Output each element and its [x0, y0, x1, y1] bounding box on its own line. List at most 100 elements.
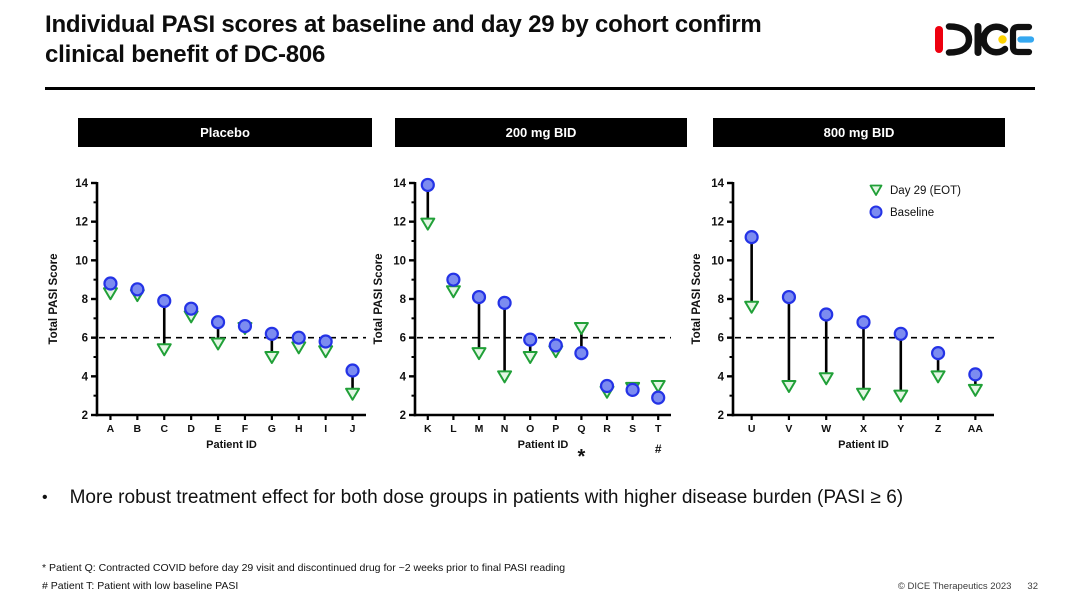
- data-points: [420, 177, 666, 405]
- point-day29-O: [522, 351, 538, 364]
- title-divider: [45, 87, 1035, 90]
- point-baseline-Y: [893, 326, 908, 341]
- y-tick-label: 6: [400, 333, 406, 345]
- y-tick-label: 6: [82, 333, 88, 345]
- y-tick-label: 10: [75, 255, 88, 267]
- x-tick-label: P: [552, 423, 559, 435]
- legend-day29-icon: [869, 184, 883, 196]
- point-day29-T: [650, 380, 666, 393]
- legend-day29-label: Day 29 (EOT): [890, 185, 961, 197]
- x-tick-label: K: [424, 423, 432, 435]
- point-day29-L: [445, 285, 461, 299]
- x-tick-label: D: [187, 423, 195, 435]
- y-tick-label: 12: [393, 217, 406, 229]
- dice-logo: [935, 23, 1035, 56]
- x-tick-label: N: [501, 423, 509, 435]
- point-baseline-I: [318, 334, 333, 349]
- y-axis-title: Total PASI Score: [691, 254, 703, 345]
- legend: Day 29 (EOT) Baseline: [869, 184, 961, 219]
- point-baseline-G: [264, 326, 279, 341]
- point-day29-W: [818, 372, 834, 386]
- chart-200mg: 2 4 6 8 10 12 14 K L M N O P Q * R S T # Patient ID Total PA…: [373, 177, 671, 460]
- point-day29-Y: [893, 389, 909, 403]
- point-baseline-L: [446, 272, 461, 287]
- x-tick-label: I: [324, 423, 327, 435]
- point-day29-N: [497, 370, 513, 384]
- point-baseline-H: [291, 330, 306, 345]
- axes: 2 4 6 8 10 12 14 A B C D E F G H I J: [75, 178, 366, 435]
- x-axis-title: Patient ID: [838, 439, 889, 451]
- point-baseline-X: [856, 315, 871, 330]
- point-baseline-C: [157, 293, 172, 309]
- x-tick-label: J: [350, 423, 356, 435]
- point-baseline-W: [819, 307, 834, 322]
- x-tick-label: V: [785, 423, 792, 435]
- point-baseline-D: [184, 301, 199, 316]
- y-tick-label: 2: [718, 410, 724, 422]
- bullet-text: More robust treatment effect for both do…: [69, 487, 904, 508]
- x-tick-label: B: [134, 423, 142, 435]
- y-axis-title: Total PASI Score: [373, 254, 385, 345]
- point-day29-U: [744, 300, 760, 314]
- point-baseline-E: [210, 315, 226, 330]
- point-day29-Q: [573, 322, 589, 335]
- page-number: 32: [1027, 581, 1038, 592]
- point-baseline-R: [599, 378, 615, 394]
- y-tick-label: 6: [718, 333, 724, 345]
- x-axis-title: Patient ID: [206, 439, 257, 451]
- x-tick-label: O: [526, 423, 534, 435]
- x-tick-label: AA: [968, 423, 984, 435]
- x-tick-label: L: [450, 423, 457, 435]
- footmark-Q: *: [578, 446, 586, 460]
- chart-800mg: 2 4 6 8 10 12 14 U V W X Y Z AA Patient ID Total PASI S…: [691, 178, 994, 451]
- axes: 2 4 6 8 10 12 14 K L M N O P Q * R S T #: [393, 178, 671, 460]
- data-points: [744, 230, 983, 403]
- point-baseline-J: [345, 363, 360, 378]
- point-day29-J: [345, 387, 361, 401]
- slide-footer: © DICE Therapeutics 2023 32: [898, 581, 1038, 592]
- x-axis-title: Patient ID: [518, 439, 569, 451]
- point-day29-AA: [967, 383, 983, 397]
- panel-header-placebo: Placebo: [78, 118, 372, 147]
- key-takeaway: • More robust treatment effect for both …: [42, 486, 1042, 510]
- x-tick-label: H: [295, 423, 303, 435]
- x-tick-label: C: [160, 423, 168, 435]
- point-day29-G: [264, 351, 280, 364]
- point-baseline-Z: [930, 346, 946, 361]
- point-day29-K: [420, 217, 436, 231]
- point-baseline-N: [497, 295, 512, 310]
- y-tick-label: 2: [400, 410, 406, 422]
- x-tick-label: Y: [897, 423, 904, 435]
- point-baseline-Q: [574, 346, 589, 361]
- x-tick-label: R: [603, 423, 611, 435]
- y-tick-label: 8: [718, 294, 725, 306]
- y-tick-label: 4: [82, 371, 89, 383]
- point-baseline-B: [130, 282, 145, 297]
- point-baseline-A: [103, 276, 118, 291]
- x-tick-label: X: [860, 423, 867, 435]
- y-tick-label: 10: [711, 255, 724, 267]
- data-points: [102, 276, 361, 401]
- point-day29-V: [781, 380, 797, 393]
- x-tick-label: T: [655, 423, 662, 435]
- point-day29-C: [156, 343, 172, 357]
- point-baseline-T: [651, 390, 666, 405]
- x-tick-label: A: [107, 423, 115, 435]
- footnote-patient-q: * Patient Q: Contracted COVID before day…: [42, 562, 566, 574]
- x-tick-label: M: [475, 423, 484, 435]
- y-tick-label: 12: [75, 217, 88, 229]
- x-tick-label: E: [215, 423, 222, 435]
- logo-glyphs: [935, 23, 1035, 56]
- y-tick-label: 12: [711, 217, 724, 229]
- page-title-line2: clinical benefit of DC-806: [45, 41, 326, 68]
- point-baseline-U: [744, 230, 759, 245]
- y-tick-label: 2: [82, 410, 88, 422]
- y-tick-label: 8: [82, 294, 89, 306]
- point-day29-M: [471, 347, 487, 361]
- point-baseline-K: [420, 177, 435, 193]
- y-tick-label: 8: [400, 294, 407, 306]
- x-tick-label: Q: [577, 423, 585, 435]
- point-baseline-P: [548, 338, 563, 353]
- point-baseline-M: [471, 289, 487, 305]
